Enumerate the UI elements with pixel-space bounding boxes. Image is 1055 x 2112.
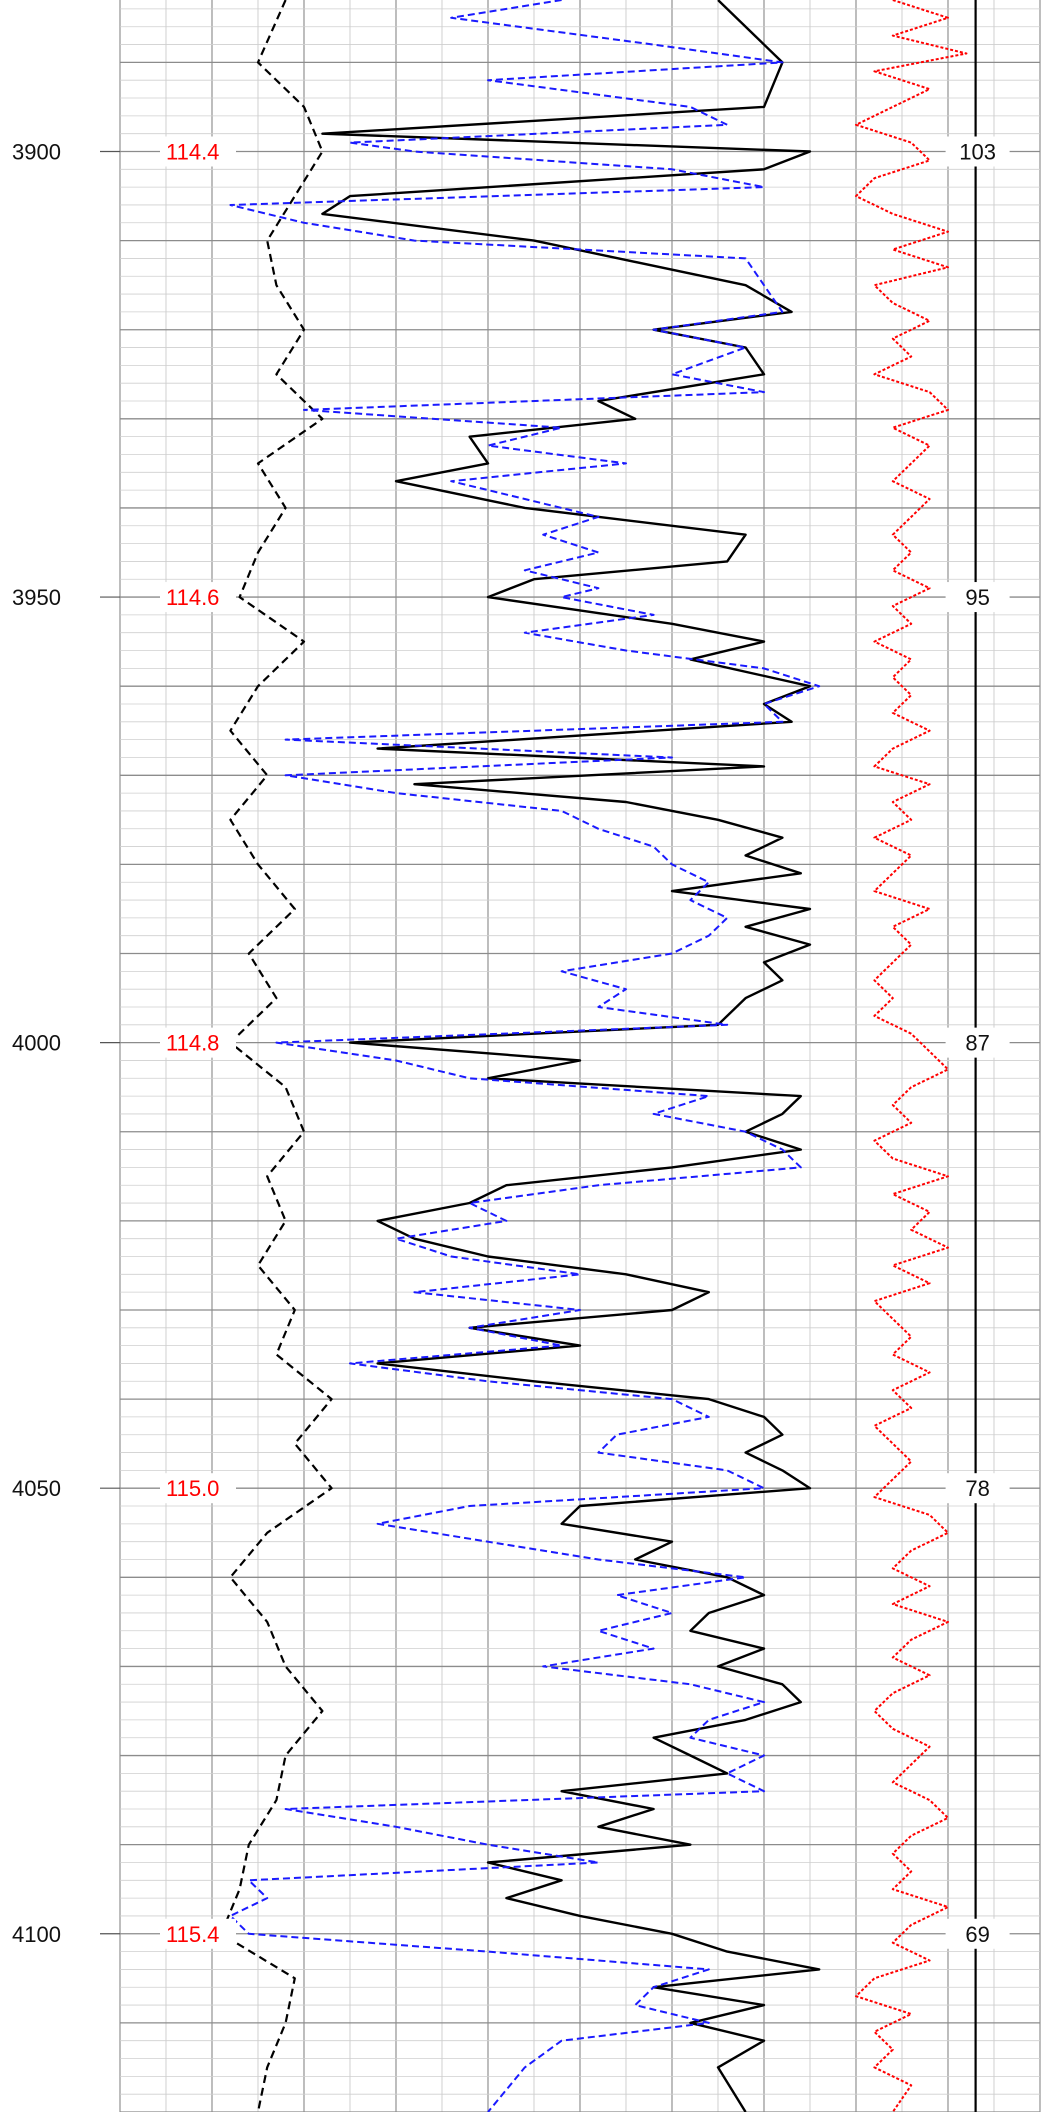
red-scale-label-background <box>160 1918 236 1949</box>
axis-labels: 3900 3950 4000 4050 4100 114.4 114.6 114.8 115.0… <box>12 136 1010 1949</box>
depth-tick-label: 3950 <box>12 585 61 610</box>
red-scale-label-background <box>160 136 236 167</box>
black-solid-curve <box>321 0 821 2112</box>
blue-dashed-curve <box>229 0 821 2112</box>
depth-tick-marks <box>100 150 120 1935</box>
black-scale-label: 78 <box>965 1476 989 1501</box>
black-scale-label: 95 <box>965 585 989 610</box>
depth-tick-label: 4050 <box>12 1476 61 1501</box>
black-dashed-curve <box>220 0 333 2112</box>
red-scale-label: 115.0 <box>166 1476 219 1501</box>
black-scale-label: 103 <box>959 139 996 164</box>
red-scale-label: 114.8 <box>166 1031 219 1056</box>
black-scale-label-background <box>945 1473 1010 1504</box>
red-scale-label: 114.6 <box>166 585 219 610</box>
black-scale-label-background <box>945 582 1010 613</box>
log-curves <box>220 0 977 2112</box>
depth-tick-label: 4000 <box>12 1031 61 1056</box>
black-scale-label-background <box>945 1027 1010 1058</box>
red-scale-label-background <box>160 1027 236 1058</box>
red-scale-label: 115.4 <box>166 1922 219 1947</box>
depth-tick-label: 4100 <box>12 1922 61 1947</box>
black-scale-label: 87 <box>965 1031 989 1056</box>
depth-tick-label: 3900 <box>12 139 61 164</box>
red-scale-label-background <box>160 1473 236 1504</box>
red-scale-label-background <box>160 582 236 613</box>
black-scale-label: 69 <box>965 1922 989 1947</box>
red-dotted-curve <box>855 0 968 2112</box>
black-scale-label-background <box>945 1918 1010 1949</box>
red-scale-label: 114.4 <box>166 139 219 164</box>
black-scale-label-background <box>945 136 1010 167</box>
